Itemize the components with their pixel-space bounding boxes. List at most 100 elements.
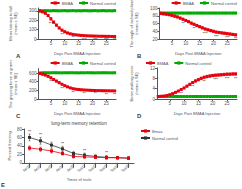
svg-text:15: 15 [76,101,82,106]
svg-text:**: ** [203,79,207,84]
svg-text:80: 80 [17,127,23,132]
svg-text:long-term memory retention: long-term memory retention [51,121,107,126]
svg-text:Normal control: Normal control [90,1,116,6]
svg-text:BMAA: BMAA [183,1,195,6]
svg-text:Normal control: Normal control [90,61,116,66]
svg-text:**: ** [61,141,65,146]
svg-text:25: 25 [224,101,230,106]
svg-text:400: 400 [29,79,37,84]
svg-text:Days Post BMAA Injection: Days Post BMAA Injection [54,111,100,116]
svg-text:Test1: Test1 [76,162,87,173]
svg-text:Normal control: Normal control [211,1,237,6]
svg-text:20: 20 [17,152,23,157]
svg-text:BMAA: BMAA [62,1,74,6]
svg-text:**: ** [71,35,75,40]
svg-text:Acq5: Acq5 [65,162,76,173]
svg-text:***: *** [82,37,87,42]
svg-text:**: ** [234,36,238,41]
svg-text:**: ** [49,79,53,84]
svg-text:***: *** [203,31,208,36]
svg-text:**: ** [83,148,87,153]
svg-text:***: *** [213,77,218,82]
svg-text:(mean ± SE): (mean ± SE) [134,72,139,95]
svg-text:Test5: Test5 [120,162,131,173]
svg-text:40: 40 [152,29,158,34]
svg-text:60: 60 [17,135,23,140]
svg-text:0: 0 [34,97,37,102]
svg-text:A: A [16,53,21,59]
svg-text:Normal control: Normal control [152,136,178,141]
svg-text:60: 60 [152,21,158,26]
svg-text:600: 600 [29,71,37,76]
svg-text:Test3: Test3 [98,162,109,173]
svg-text:(mean ± SE): (mean ± SE) [134,12,139,35]
svg-text:Times of trials: Times of trials [67,177,92,182]
svg-text:**: ** [234,76,238,81]
svg-text:10: 10 [62,41,68,46]
svg-text:4: 4 [152,86,155,91]
svg-text:Percent freezing: Percent freezing [7,131,12,160]
svg-text:**: ** [113,37,117,42]
svg-text:(mean ± SE): (mean ± SE) [13,12,18,35]
svg-text:10: 10 [182,101,188,106]
svg-text:0: 0 [19,160,22,165]
svg-text:**: ** [71,90,75,95]
svg-text:**: ** [192,26,196,31]
svg-text:Days Post BMAA Injection: Days Post BMAA Injection [174,111,220,116]
svg-text:25: 25 [225,41,231,46]
svg-text:200: 200 [29,18,37,23]
svg-text:C: C [16,113,21,119]
svg-text:Acq4: Acq4 [54,162,65,173]
svg-text:Test2: Test2 [87,162,98,173]
svg-text:300: 300 [29,8,37,13]
svg-text:(mean ± SE): (mean ± SE) [13,72,18,95]
svg-text:25: 25 [104,101,110,106]
svg-text:***: *** [225,35,230,40]
svg-text:**: ** [28,129,32,134]
svg-text:**: ** [60,32,64,37]
svg-text:15: 15 [76,41,82,46]
svg-text:5: 5 [171,41,174,46]
svg-text:100: 100 [29,27,37,32]
svg-text:Bmaa: Bmaa [152,129,163,134]
svg-text:15: 15 [196,101,202,106]
svg-text:200: 200 [29,88,37,93]
svg-text:20: 20 [211,41,217,46]
svg-text:5: 5 [50,41,53,46]
svg-text:0: 0 [152,97,155,102]
svg-text:BMAA: BMAA [157,61,169,66]
svg-text:**: ** [180,91,184,96]
svg-text:20: 20 [90,101,96,106]
svg-text:15: 15 [197,41,203,46]
svg-text:10: 10 [183,41,189,46]
svg-text:5: 5 [169,101,172,106]
svg-text:5: 5 [50,101,53,106]
svg-text:80: 80 [152,13,158,18]
svg-text:**: ** [60,86,64,91]
svg-text:Acq1: Acq1 [21,162,32,173]
svg-text:0: 0 [34,37,37,42]
svg-text:BMAA: BMAA [62,61,74,66]
svg-text:Acq3: Acq3 [43,162,54,173]
svg-text:20: 20 [210,101,216,106]
svg-text:**: ** [94,91,98,96]
svg-text:100: 100 [150,6,158,11]
svg-text:***: *** [93,37,98,42]
svg-text:B: B [137,53,142,59]
svg-text:12: 12 [150,66,156,71]
svg-text:***: *** [214,34,219,39]
svg-text:***: *** [49,21,54,26]
svg-text:8: 8 [152,76,155,81]
svg-text:E: E [1,182,5,188]
svg-text:**: ** [113,92,117,97]
svg-text:**: ** [105,150,109,155]
svg-text:**: ** [39,132,43,137]
svg-text:Normal control: Normal control [185,61,211,66]
svg-text:**: ** [83,91,87,96]
svg-text:Test4: Test4 [109,162,120,173]
svg-text:40: 40 [17,143,23,148]
svg-text:20: 20 [152,37,158,42]
svg-text:**: ** [191,84,195,89]
svg-text:Days Post BMAA Injection: Days Post BMAA Injection [175,51,221,56]
svg-text:**: ** [105,92,109,97]
